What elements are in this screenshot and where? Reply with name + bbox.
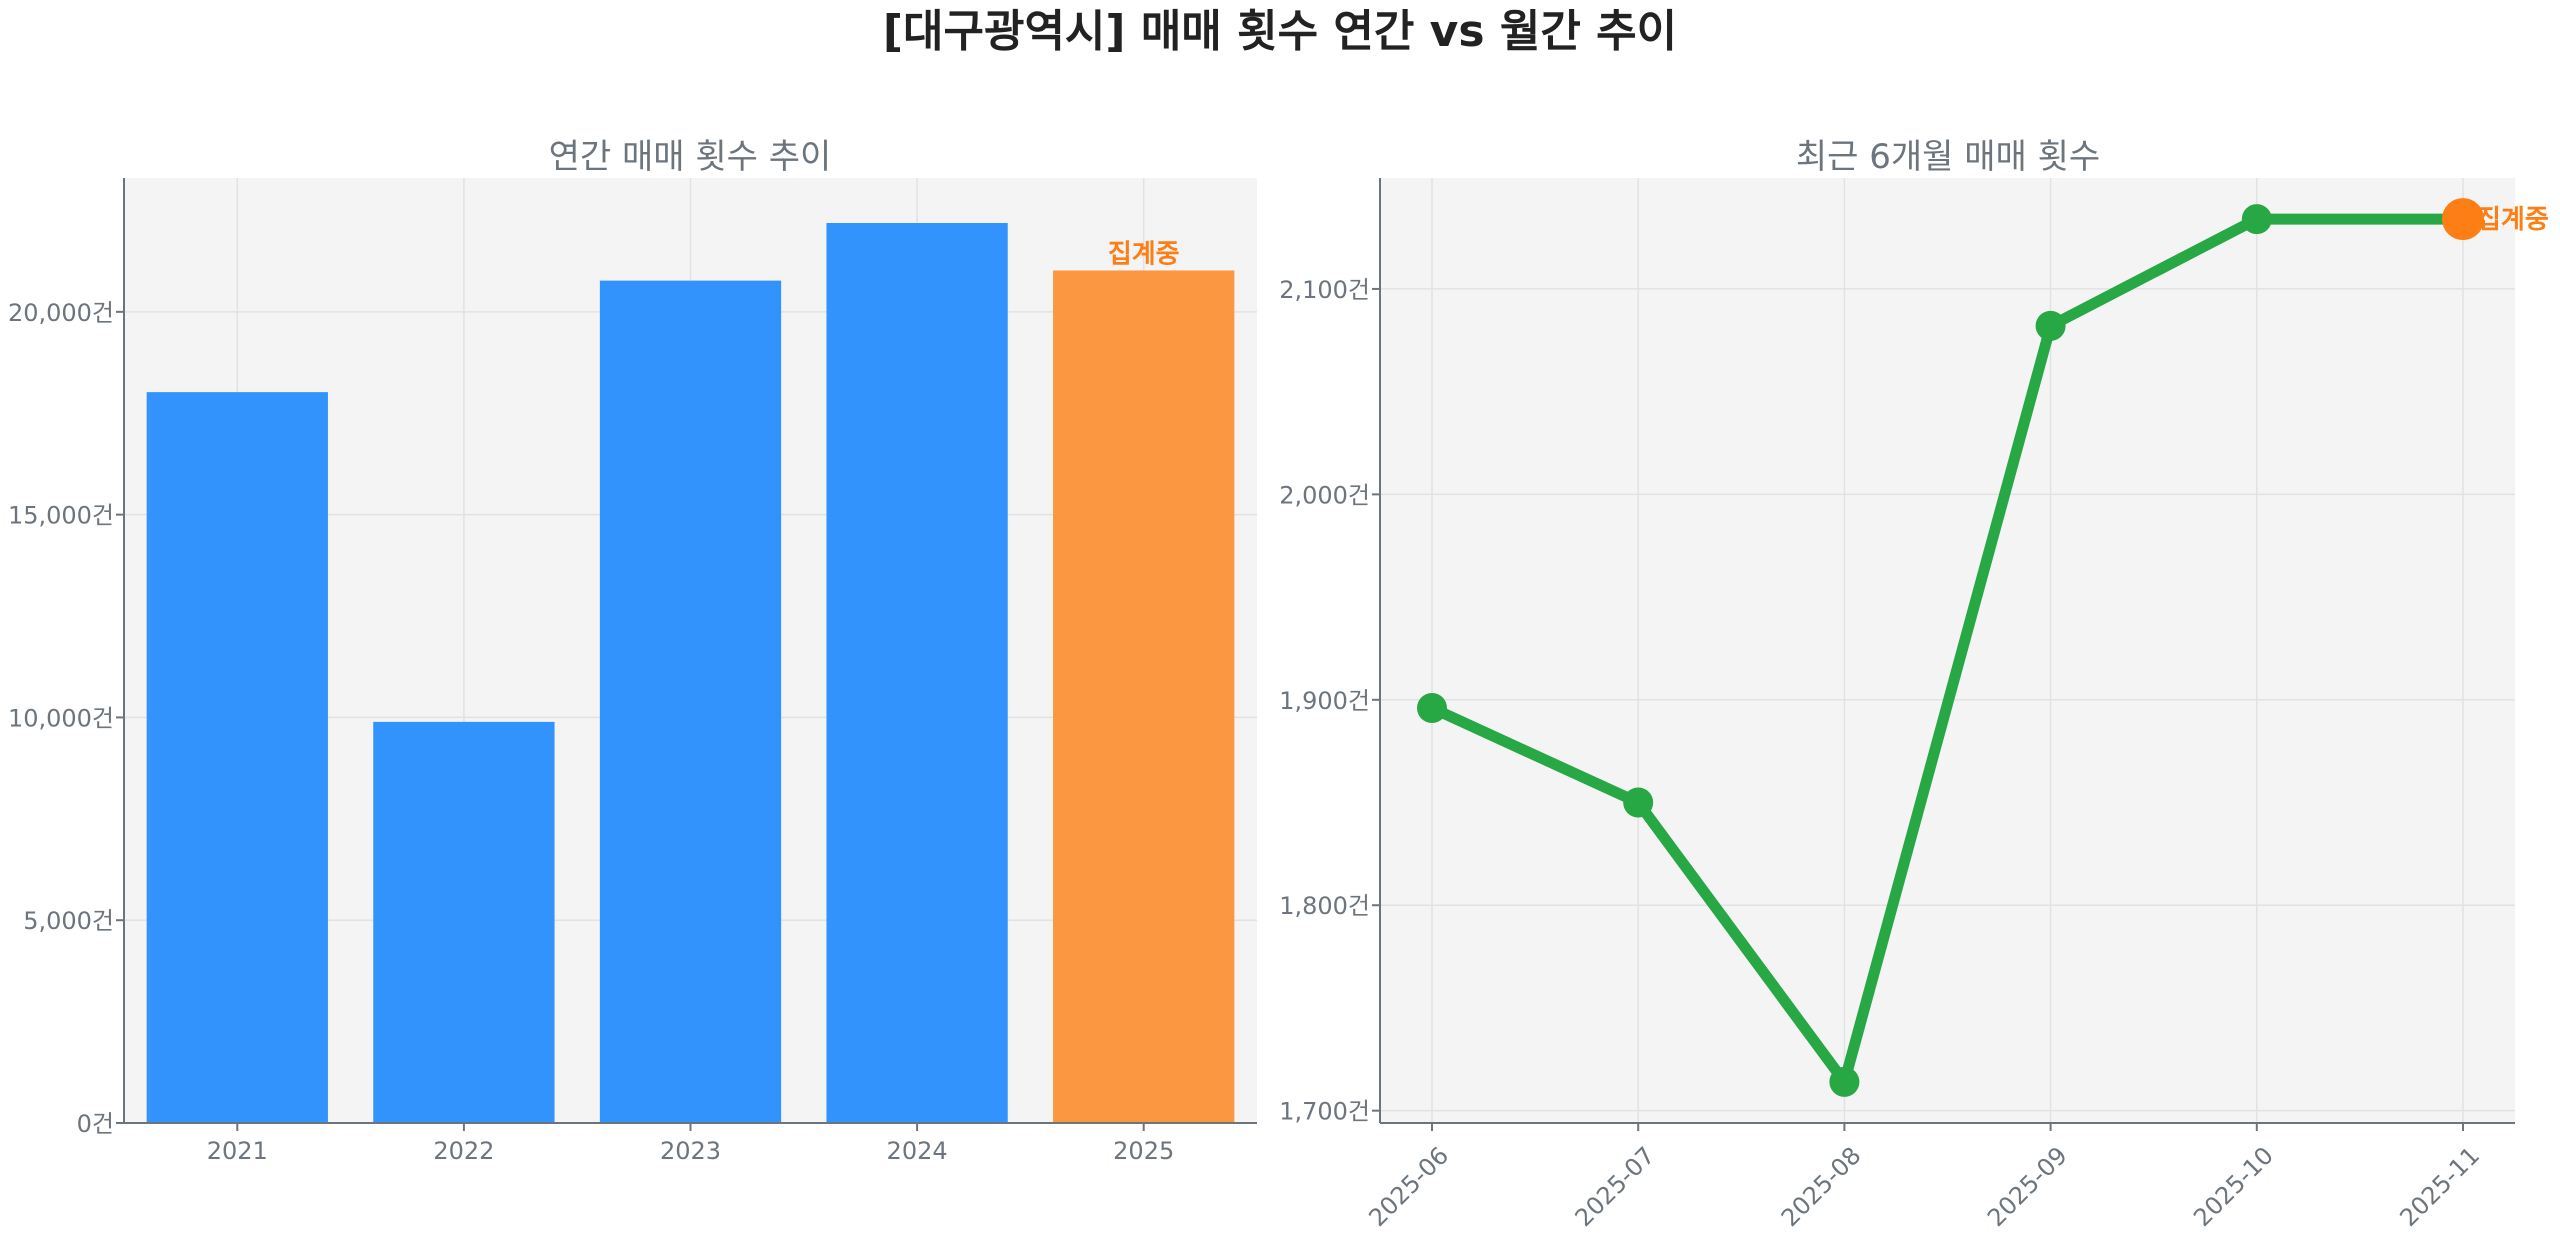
y-tick-label: 20,000건 (8, 299, 114, 327)
x-tick-label: 2025-11 (2394, 1141, 2485, 1232)
data-point-2025-11 (2442, 198, 2484, 241)
figure-title: [대구광역시] 매매 횟수 연간 vs 월간 추이 (883, 6, 1677, 57)
series-line (1429, 213, 2463, 1088)
y-tick-label: 0건 (77, 1110, 114, 1138)
point-annotation: 집계중 (2477, 205, 2549, 235)
x-tick-label: 2025-08 (1776, 1141, 1867, 1232)
x-tick-label: 2025-07 (1570, 1141, 1661, 1232)
bar-2024 (826, 223, 1008, 1124)
line-chart-title: 최근 6개월 매매 횟수 (1796, 137, 2100, 177)
x-tick-label: 2025-10 (2188, 1141, 2279, 1232)
x-tick-label: 2023 (660, 1137, 721, 1165)
x-tick-label: 2021 (207, 1137, 268, 1165)
data-point-2025-07 (1623, 787, 1654, 818)
y-tick-label: 1,700건 (1279, 1098, 1370, 1126)
data-point-2025-08 (1829, 1066, 1860, 1097)
data-point-2025-09 (2035, 310, 2066, 341)
y-tick-label: 2,100건 (1279, 276, 1370, 304)
bar-2023 (599, 280, 782, 1124)
bar-annotation: 집계중 (1108, 239, 1180, 269)
y-tick-label: 15,000건 (8, 502, 114, 530)
bar-2025 (1053, 270, 1235, 1123)
data-point-2025-10 (2241, 204, 2272, 235)
x-tick-label: 2025-09 (1982, 1141, 2073, 1232)
bar-chart: 0건 5,000건 10,000건 15,000건 20,000건 2021 2022 202… (8, 178, 1257, 1165)
bar-2022 (373, 721, 555, 1123)
y-tick-label: 1,900건 (1279, 687, 1370, 715)
x-tick-label: 2024 (887, 1137, 948, 1165)
y-tick-label: 2,000건 (1279, 481, 1370, 509)
y-tick-label: 1,800건 (1279, 892, 1370, 920)
bar-2021 (146, 392, 328, 1123)
bar-chart-title: 연간 매매 횟수 추이 (549, 137, 832, 177)
x-tick-label: 2025 (1113, 1137, 1174, 1165)
data-point-2025-06 (1417, 693, 1447, 724)
y-tick-label: 5,000건 (23, 907, 114, 935)
plot-background (1380, 178, 2515, 1123)
y-tick-label: 10,000건 (8, 704, 114, 732)
x-tick-label: 2025-06 (1363, 1141, 1454, 1232)
x-tick-label: 2022 (433, 1137, 494, 1165)
line-chart: 1,700건 1,800건 1,900건 2,000건 2,100건 2025-06 202… (1279, 178, 2549, 1232)
